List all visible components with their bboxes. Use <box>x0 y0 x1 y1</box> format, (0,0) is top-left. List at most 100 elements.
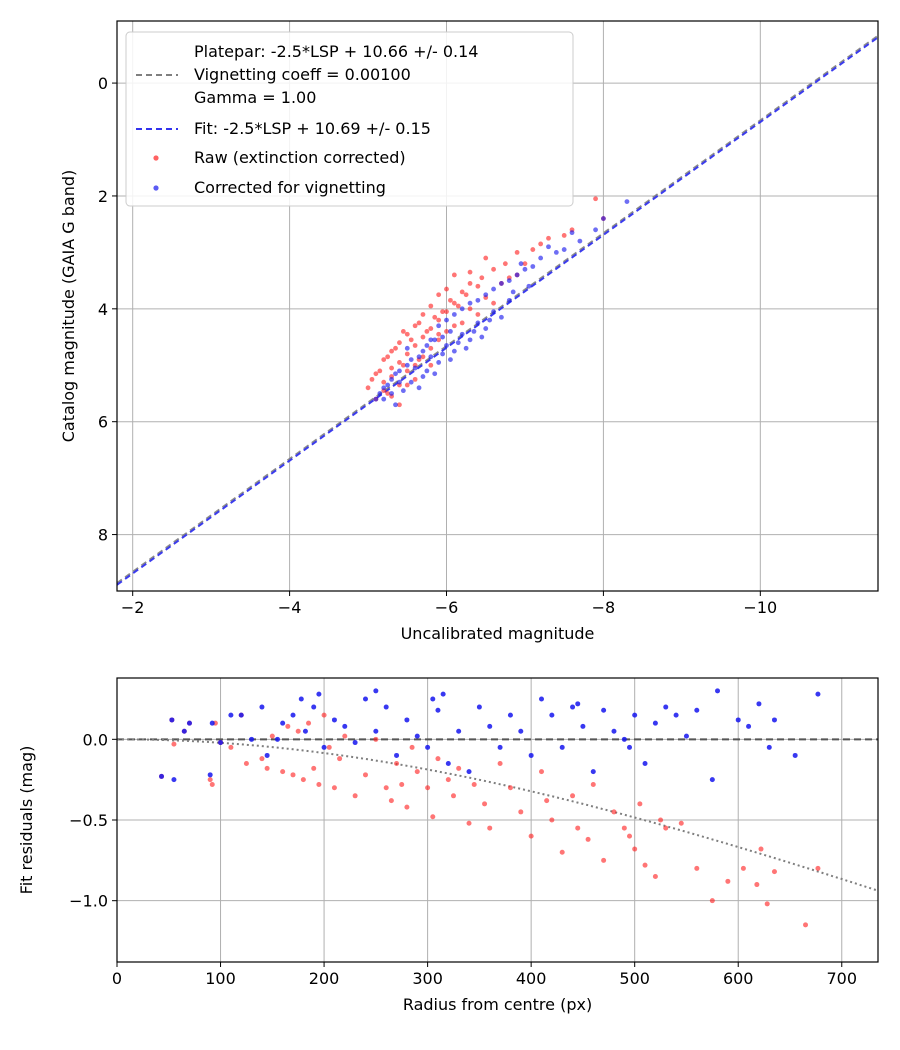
corrected-residual-point <box>302 728 308 734</box>
corrected-point <box>553 249 559 255</box>
corrected-residual-point <box>280 720 286 726</box>
corrected-residual-point <box>383 704 389 710</box>
raw-residual-point <box>754 882 760 888</box>
corrected-residual-point <box>425 744 431 750</box>
raw-residual-point <box>430 814 436 820</box>
raw-residual-point <box>306 720 312 726</box>
corrected-residual-point <box>611 728 617 734</box>
corrected-point <box>522 266 528 272</box>
corrected-residual-point <box>264 752 270 758</box>
raw-residual-point <box>466 820 472 826</box>
corrected-residual-point <box>559 744 565 750</box>
raw-point <box>593 196 598 202</box>
raw-point <box>369 376 375 382</box>
raw-point <box>373 371 379 377</box>
raw-point <box>459 289 465 295</box>
top-ytick-label: 2 <box>98 187 108 206</box>
corrected-point <box>499 314 504 320</box>
corrected-residual-point <box>539 696 545 702</box>
corrected-residual-point <box>694 707 700 713</box>
top-scatter-plot: −2 −4 −6 −8 −10 0 2 4 6 8 Uncalibrated magnitude Ca… <box>59 20 879 643</box>
corrected-point <box>440 351 445 357</box>
raw-residual-point <box>575 825 581 831</box>
corrected-point <box>538 255 544 261</box>
raw-residual-point <box>482 801 488 807</box>
corrected-residual-point <box>575 701 581 707</box>
corrected-residual-point <box>683 733 689 739</box>
corrected-point <box>448 328 453 334</box>
corrected-point <box>448 357 453 363</box>
corrected-residual-point <box>169 717 175 723</box>
raw-residual-point <box>549 817 555 823</box>
raw-point <box>428 362 434 368</box>
corrected-residual-point <box>627 744 633 750</box>
raw-residual-point <box>425 785 431 791</box>
raw-residual-point <box>632 846 638 852</box>
raw-point <box>467 306 473 312</box>
legend-label: Raw (extinction corrected) <box>194 148 406 167</box>
raw-point <box>397 340 402 346</box>
corrected-residual-point <box>207 772 213 778</box>
raw-point <box>428 345 434 351</box>
raw-residual-point <box>352 793 358 799</box>
raw-residual-point <box>337 756 343 762</box>
top-ytick-label: 6 <box>98 413 108 432</box>
corrected-point <box>487 317 493 323</box>
bottom-xtick-label: 0 <box>112 969 122 988</box>
corrected-point <box>420 348 426 354</box>
corrected-residual-point <box>159 773 165 779</box>
corrected-point <box>506 278 512 284</box>
corrected-point <box>601 216 606 221</box>
bottom-ytick-label: 0.0 <box>83 730 108 749</box>
corrected-point <box>561 247 567 252</box>
raw-residual-point <box>456 765 462 771</box>
raw-point <box>420 312 426 317</box>
raw-point <box>385 354 391 360</box>
corrected-point <box>569 230 575 236</box>
raw-point <box>377 368 383 374</box>
raw-point <box>514 249 520 255</box>
raw-point <box>444 286 449 292</box>
raw-point <box>530 247 536 252</box>
raw-residual-point <box>570 793 576 799</box>
raw-residual-point <box>414 769 420 775</box>
corrected-residual-point <box>181 728 187 734</box>
raw-point <box>440 309 445 315</box>
raw-residual-point <box>621 825 627 831</box>
corrected-residual-point <box>331 717 337 723</box>
raw-residual-point <box>678 820 684 826</box>
raw-point <box>546 235 551 241</box>
raw-residual-point <box>316 782 322 787</box>
corrected-residual-point <box>771 717 777 723</box>
corrected-point <box>428 354 434 360</box>
raw-residual-point <box>528 833 534 839</box>
raw-point <box>385 391 391 396</box>
corrected-point <box>471 328 477 334</box>
corrected-point <box>518 261 524 267</box>
raw-point <box>381 357 387 363</box>
raw-residual-point <box>269 733 275 739</box>
corrected-point <box>436 360 442 365</box>
raw-point <box>428 303 434 309</box>
corrected-residual-point <box>414 733 420 739</box>
corrected-residual-point <box>632 712 638 718</box>
corrected-point <box>381 396 387 402</box>
bottom-xtick-label: 300 <box>412 969 443 988</box>
corrected-residual-point <box>601 707 607 713</box>
corrected-residual-point <box>673 712 679 718</box>
corrected-residual-point <box>715 688 721 694</box>
raw-point <box>502 261 508 267</box>
corrected-residual-point <box>528 752 534 758</box>
raw-point <box>538 241 544 247</box>
corrected-point <box>408 379 414 385</box>
corrected-point <box>404 362 410 368</box>
raw-point <box>404 351 410 357</box>
raw-residual-point <box>209 782 215 787</box>
raw-residual-point <box>295 728 301 734</box>
legend-label: Platepar: -2.5*LSP + 10.66 +/- 0.14 <box>194 42 478 61</box>
top-ytick-label: 0 <box>98 74 108 93</box>
raw-residual-point <box>764 901 770 907</box>
corrected-residual-point <box>487 723 493 729</box>
corrected-point <box>491 309 496 315</box>
